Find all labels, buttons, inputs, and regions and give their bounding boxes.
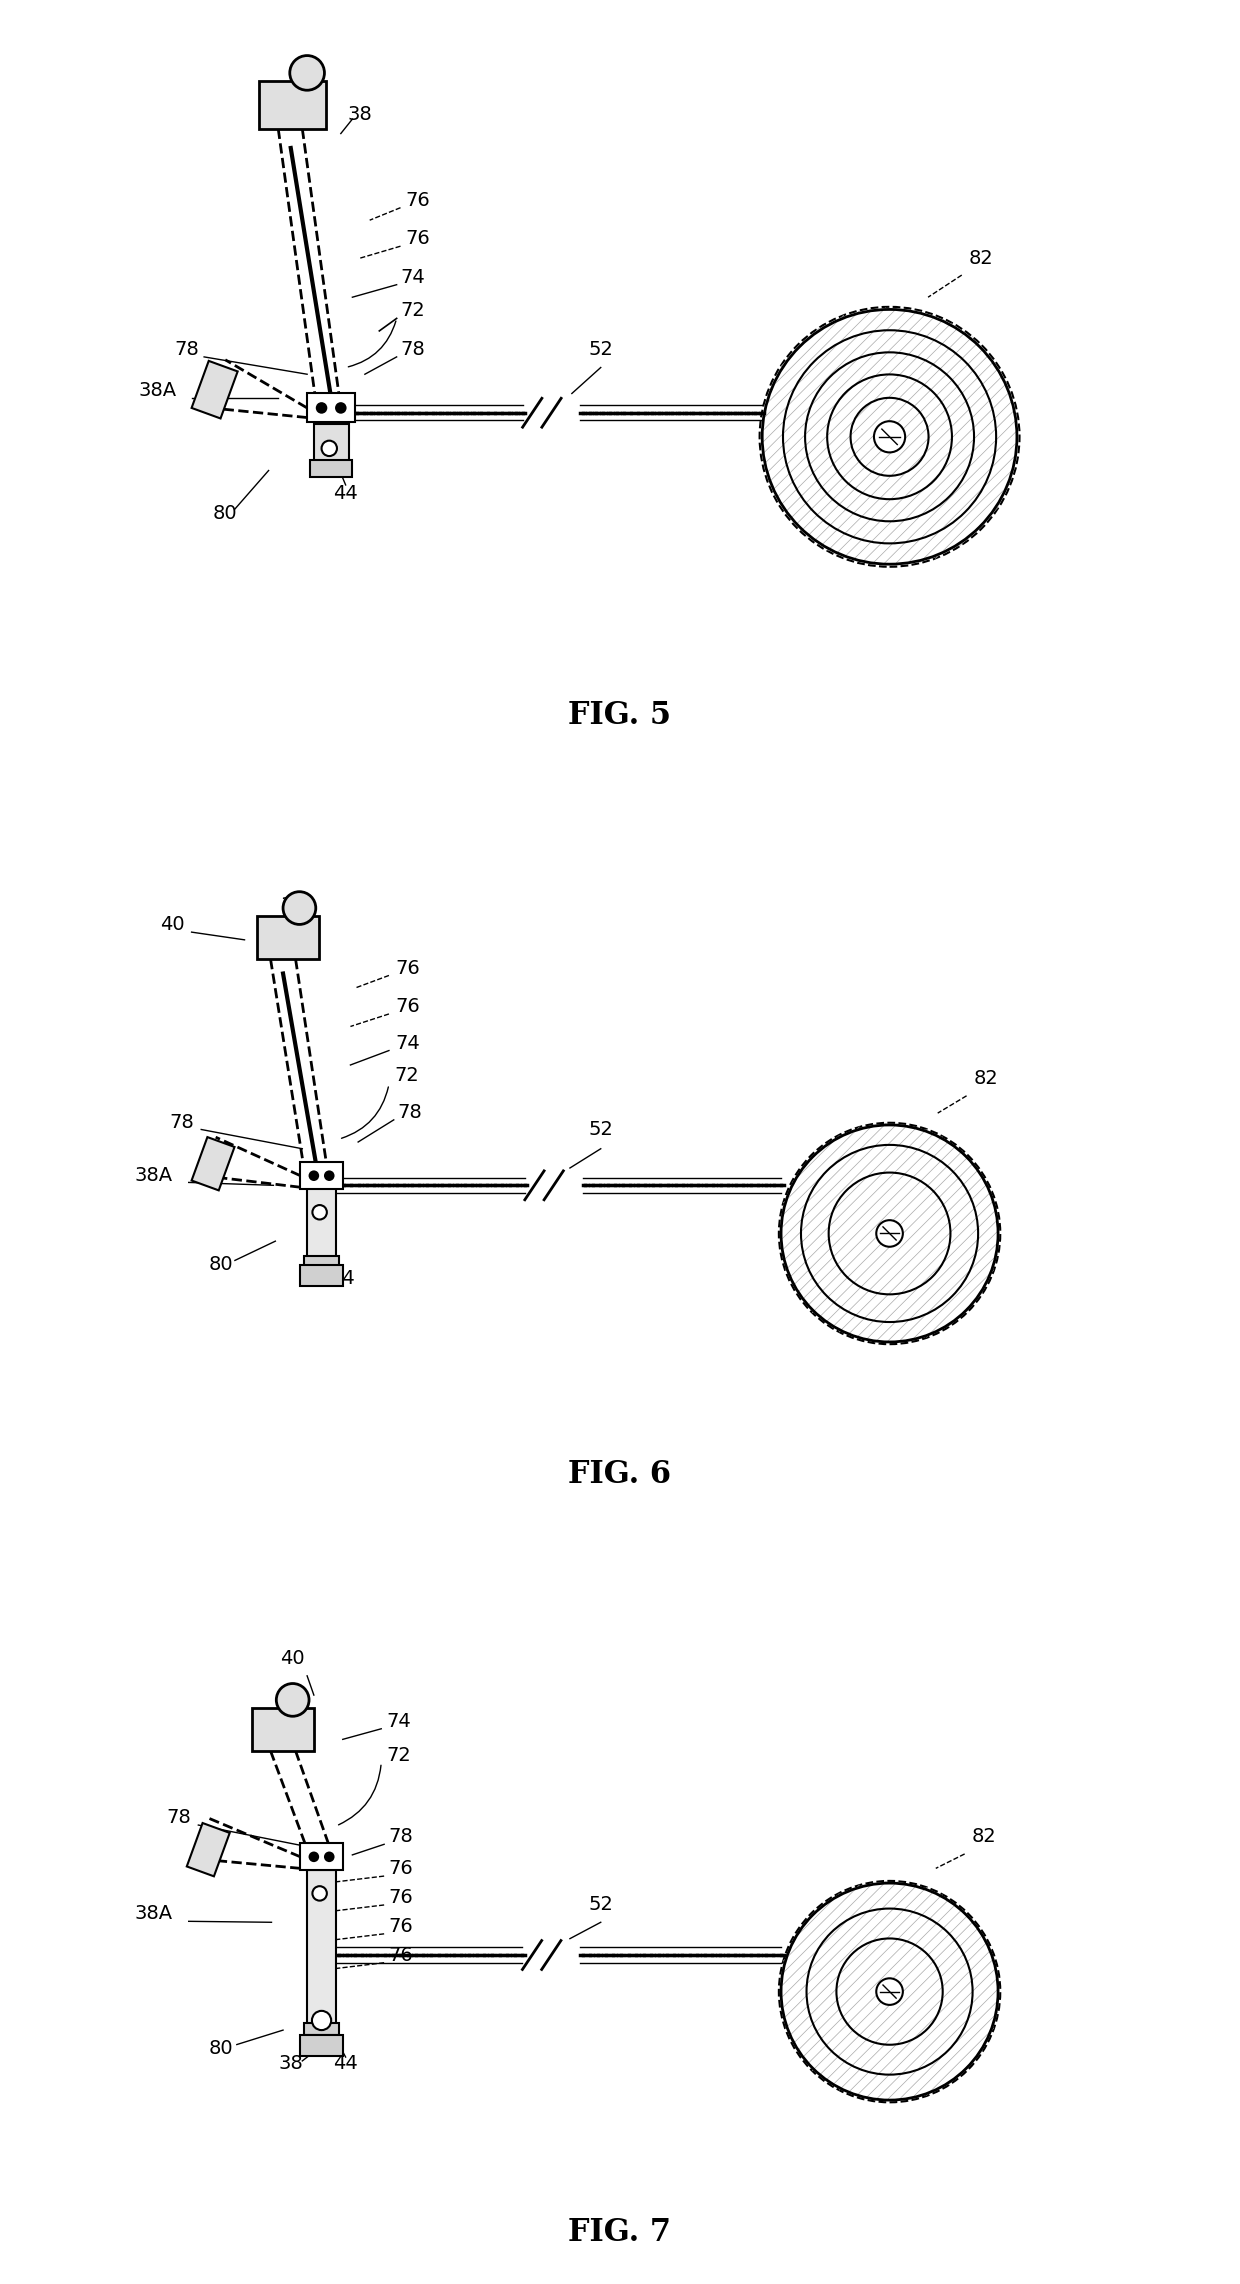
Text: 44: 44 xyxy=(334,2053,358,2072)
Text: 78: 78 xyxy=(166,1809,191,1827)
Bar xyxy=(308,1188,336,1258)
Circle shape xyxy=(877,1978,903,2005)
Text: FIG. 6: FIG. 6 xyxy=(568,1459,672,1489)
Bar xyxy=(187,1823,229,1877)
Text: 40: 40 xyxy=(300,75,324,96)
Bar xyxy=(300,1265,342,1286)
Text: 76: 76 xyxy=(396,959,420,978)
Text: 72: 72 xyxy=(401,301,425,320)
Text: 76: 76 xyxy=(388,1889,413,1907)
Circle shape xyxy=(324,1852,335,1861)
Text: 76: 76 xyxy=(388,1916,413,1937)
Text: 82: 82 xyxy=(968,249,993,267)
Text: 74: 74 xyxy=(386,1711,410,1731)
Text: 52: 52 xyxy=(588,340,614,359)
Bar xyxy=(300,2035,342,2056)
Text: 78: 78 xyxy=(175,340,200,359)
Text: 40: 40 xyxy=(160,916,185,934)
Circle shape xyxy=(312,2010,331,2030)
Bar xyxy=(314,425,348,461)
Text: 38A: 38A xyxy=(134,1165,172,1185)
Circle shape xyxy=(312,1206,327,1220)
Bar xyxy=(259,80,326,128)
Bar xyxy=(300,1163,342,1190)
Circle shape xyxy=(277,1683,309,1715)
Circle shape xyxy=(312,1887,327,1900)
Bar xyxy=(192,1137,234,1190)
Text: FIG. 5: FIG. 5 xyxy=(568,701,672,731)
Bar xyxy=(192,361,238,418)
Circle shape xyxy=(290,55,325,91)
Bar xyxy=(304,1256,339,1268)
Text: 52: 52 xyxy=(588,1119,614,1140)
Text: 38A: 38A xyxy=(134,1905,172,1923)
Bar xyxy=(308,393,355,423)
Text: 74: 74 xyxy=(396,1035,420,1053)
Text: FIG. 7: FIG. 7 xyxy=(568,2218,672,2247)
Bar xyxy=(252,1708,314,1752)
Text: 38: 38 xyxy=(278,2053,303,2072)
Text: 78: 78 xyxy=(398,1103,423,1121)
Bar xyxy=(257,916,319,959)
Text: 78: 78 xyxy=(388,1827,413,1845)
Text: 72: 72 xyxy=(386,1745,410,1766)
Text: 76: 76 xyxy=(388,1859,413,1877)
Text: 38: 38 xyxy=(280,895,305,916)
Text: 44: 44 xyxy=(334,484,358,502)
Circle shape xyxy=(316,402,327,413)
Text: 76: 76 xyxy=(388,1946,413,1964)
Circle shape xyxy=(309,1852,319,1861)
Circle shape xyxy=(309,1169,319,1181)
Circle shape xyxy=(874,420,905,452)
Text: 80: 80 xyxy=(208,1254,233,1274)
Text: 44: 44 xyxy=(330,1268,355,1288)
Bar xyxy=(308,1871,336,2030)
Text: 82: 82 xyxy=(973,1069,998,1087)
Bar xyxy=(310,459,352,477)
Text: 80: 80 xyxy=(213,505,238,523)
Circle shape xyxy=(877,1220,903,1247)
Circle shape xyxy=(335,402,347,413)
Circle shape xyxy=(321,441,337,457)
Text: 78: 78 xyxy=(170,1112,195,1131)
Text: 82: 82 xyxy=(971,1827,996,1845)
Text: 38A: 38A xyxy=(139,381,177,400)
Text: 40: 40 xyxy=(280,1649,305,1667)
Text: 80: 80 xyxy=(208,2040,233,2058)
Text: 76: 76 xyxy=(405,228,430,249)
Bar xyxy=(304,2024,339,2035)
Text: 76: 76 xyxy=(396,998,420,1016)
Circle shape xyxy=(283,891,316,925)
Text: 74: 74 xyxy=(401,267,425,288)
Circle shape xyxy=(324,1169,335,1181)
Text: 52: 52 xyxy=(588,1896,614,1914)
Text: 76: 76 xyxy=(405,192,430,210)
Text: 78: 78 xyxy=(401,340,425,359)
Text: 38: 38 xyxy=(347,105,372,123)
Bar xyxy=(300,1843,342,1871)
Text: 72: 72 xyxy=(394,1067,419,1085)
